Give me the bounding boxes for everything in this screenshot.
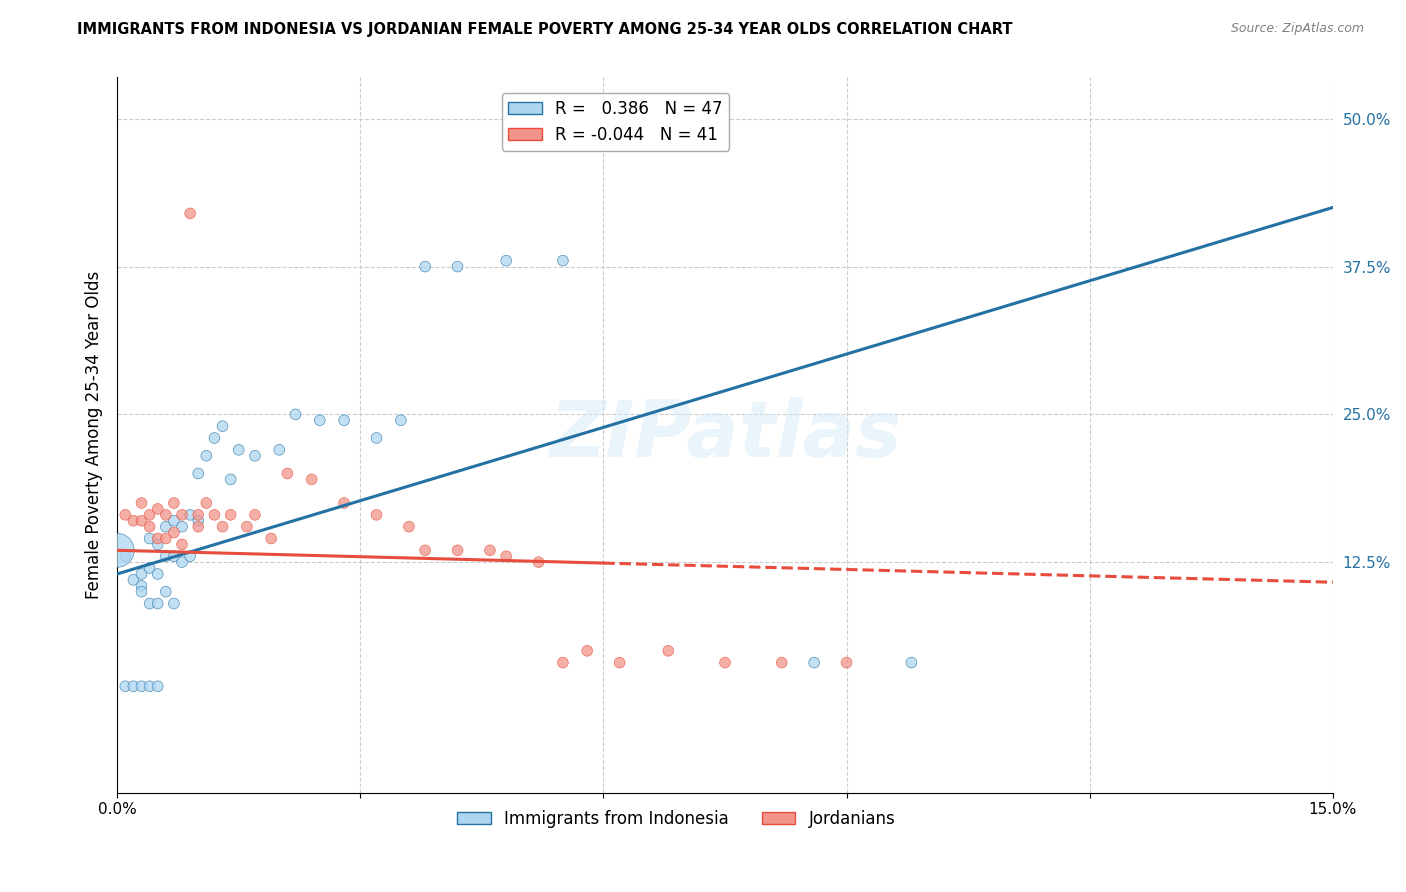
Point (163, 514, 186, 528)
Point (236, 519, 259, 533)
Point (114, 508, 136, 522)
Point (131, 679, 153, 693)
Point (179, 206, 201, 220)
Point (138, 508, 160, 522)
Point (398, 519, 420, 533)
Point (301, 472, 323, 486)
Point (551, 253, 574, 268)
Point (146, 502, 169, 516)
Point (284, 408, 307, 422)
Point (122, 573, 145, 587)
Point (714, 656, 737, 670)
Point (122, 514, 145, 528)
Point (146, 537, 169, 551)
Point (187, 508, 209, 522)
Point (366, 508, 388, 522)
Point (131, 579, 153, 593)
Point (114, 679, 136, 693)
Point (131, 584, 153, 599)
Point (138, 532, 160, 546)
Point (146, 532, 169, 546)
Point (155, 519, 177, 533)
Point (576, 644, 599, 658)
Point (138, 679, 160, 693)
Point (413, 543, 436, 558)
Point (155, 549, 177, 564)
Point (389, 413, 412, 427)
Point (187, 519, 209, 533)
Point (105, 543, 128, 558)
Point (269, 442, 291, 457)
Point (163, 597, 186, 611)
Point (228, 442, 250, 457)
Point (187, 514, 209, 528)
Point (131, 496, 153, 510)
Point (163, 549, 186, 564)
Point (495, 549, 517, 564)
Text: Source: ZipAtlas.com: Source: ZipAtlas.com (1230, 22, 1364, 36)
Point (131, 514, 153, 528)
Point (170, 555, 193, 569)
Point (131, 566, 153, 581)
Point (243, 508, 266, 522)
Point (187, 467, 209, 481)
Point (122, 679, 145, 693)
Point (446, 260, 468, 274)
Point (155, 584, 177, 599)
Point (835, 656, 858, 670)
Point (260, 532, 283, 546)
Y-axis label: Female Poverty Among 25-34 Year Olds: Female Poverty Among 25-34 Year Olds (86, 271, 103, 599)
Point (179, 508, 201, 522)
Point (146, 679, 169, 693)
Point (114, 549, 136, 564)
Legend: Immigrants from Indonesia, Jordanians: Immigrants from Indonesia, Jordanians (450, 803, 903, 834)
Point (478, 543, 501, 558)
Point (163, 525, 186, 540)
Point (333, 413, 356, 427)
Point (803, 656, 825, 670)
Point (276, 467, 298, 481)
Point (333, 496, 356, 510)
Point (366, 431, 388, 445)
Point (146, 566, 169, 581)
Point (900, 656, 922, 670)
Point (770, 656, 793, 670)
Point (243, 449, 266, 463)
Point (138, 561, 160, 575)
Point (138, 519, 160, 533)
Point (211, 519, 233, 533)
Text: ZIPatlas: ZIPatlas (548, 397, 901, 473)
Point (204, 508, 226, 522)
Point (219, 472, 242, 486)
Point (138, 597, 160, 611)
Point (219, 508, 242, 522)
Point (163, 496, 186, 510)
Point (657, 644, 679, 658)
Point (211, 419, 233, 434)
Point (308, 413, 330, 427)
Point (155, 508, 177, 522)
Point (170, 519, 193, 533)
Text: IMMIGRANTS FROM INDONESIA VS JORDANIAN FEMALE POVERTY AMONG 25-34 YEAR OLDS CORR: IMMIGRANTS FROM INDONESIA VS JORDANIAN F… (77, 22, 1012, 37)
Point (195, 496, 218, 510)
Point (527, 555, 550, 569)
Point (446, 543, 468, 558)
Point (204, 431, 226, 445)
Point (413, 260, 436, 274)
Point (495, 253, 517, 268)
Point (170, 537, 193, 551)
Point (179, 549, 201, 564)
Point (170, 508, 193, 522)
Point (609, 656, 631, 670)
Point (146, 597, 169, 611)
Point (195, 449, 218, 463)
Point (551, 656, 574, 670)
Point (155, 532, 177, 546)
